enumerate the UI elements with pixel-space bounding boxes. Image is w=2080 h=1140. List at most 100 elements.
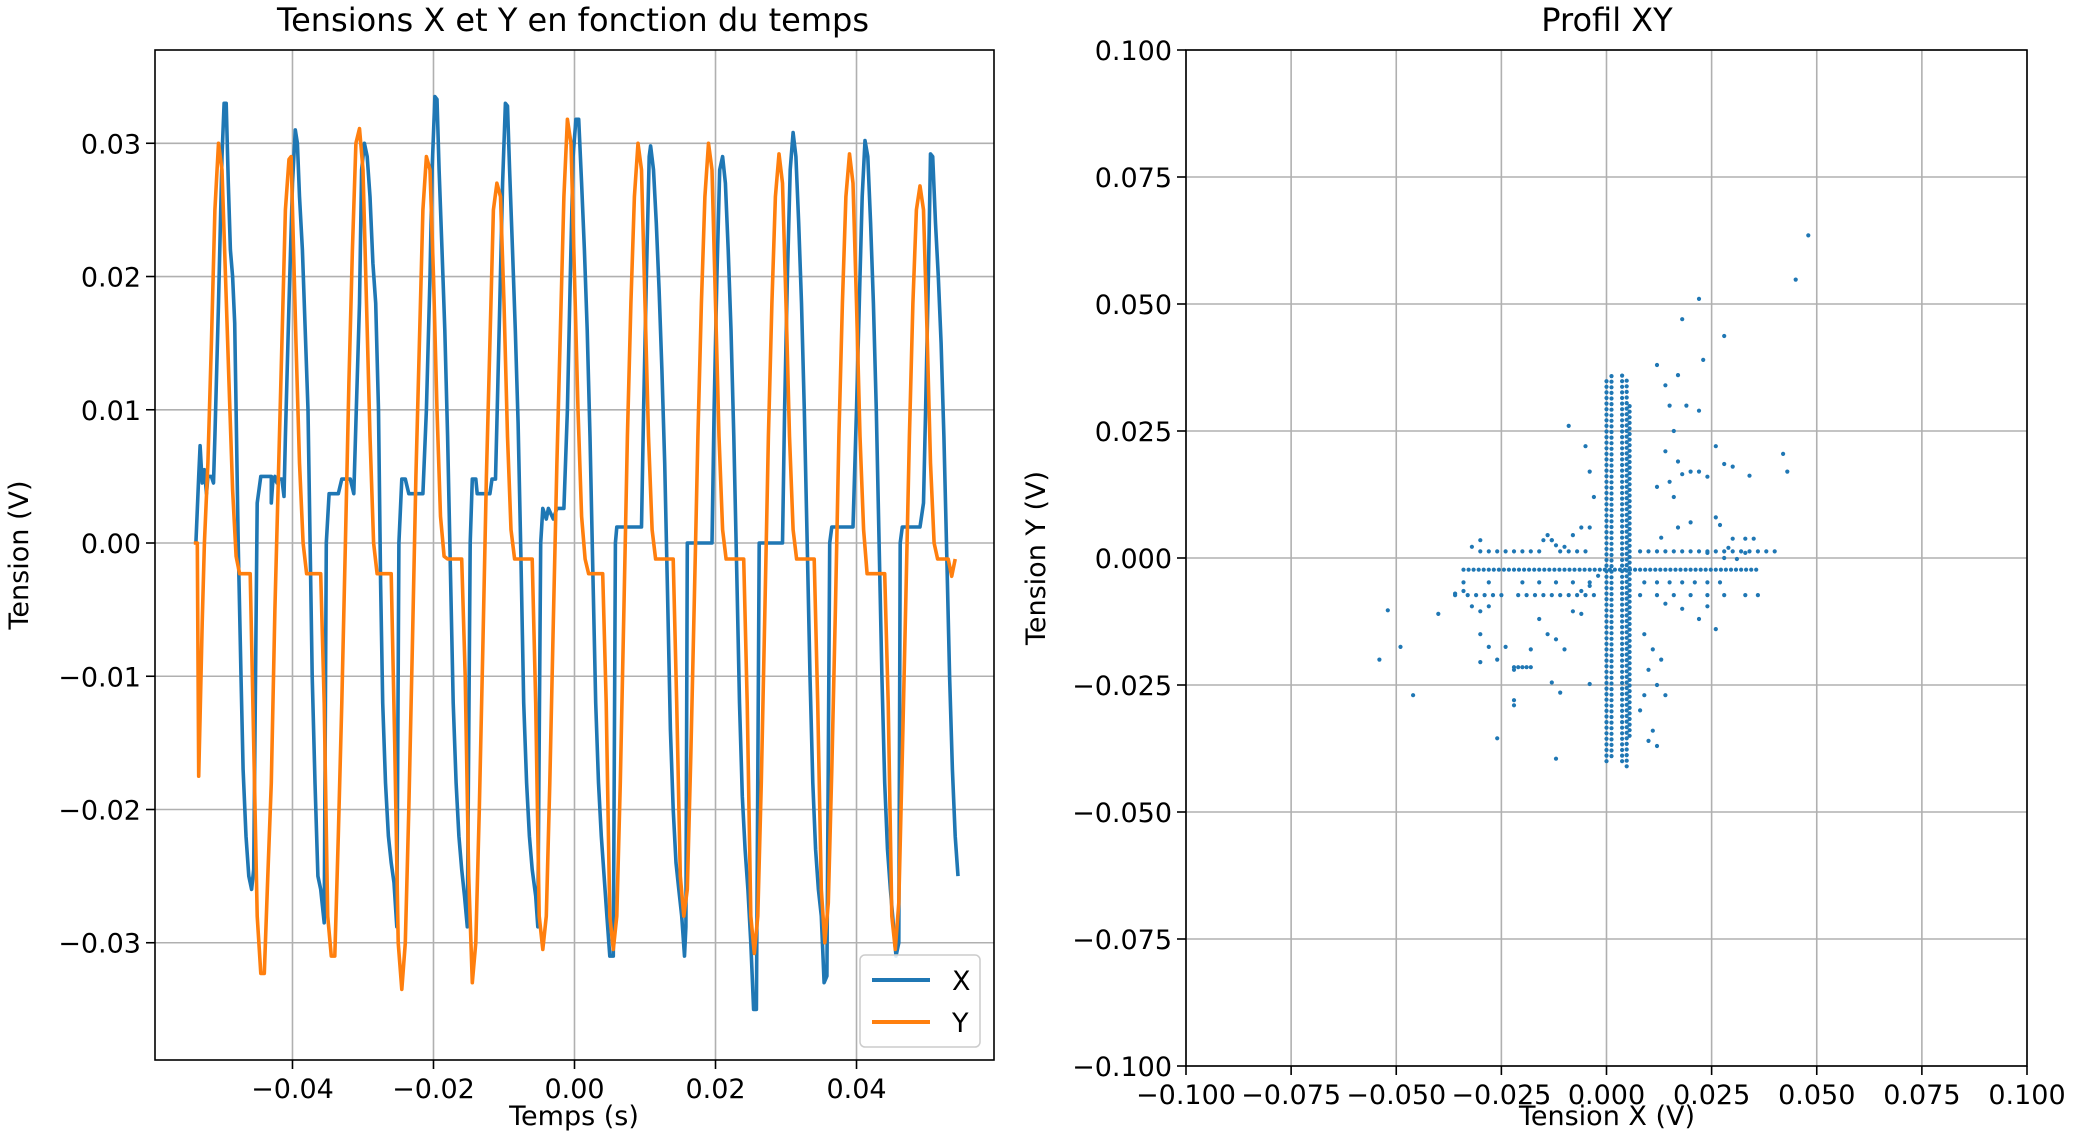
scatter-point [1624,646,1629,652]
scatter-point [1624,624,1629,629]
scatter-point [1511,567,1517,572]
scatter-point [1627,733,1632,738]
scatter-point [1609,681,1614,686]
scatter-point [1587,580,1592,585]
scatter-point [1627,599,1632,604]
scatter-point [1604,535,1609,540]
scatter-point [1680,580,1685,585]
scatter-point [1524,593,1529,598]
legend-label-y: Y [951,1008,969,1039]
scatter-point [1609,547,1614,552]
scatter-point [1668,567,1673,572]
scatter-point [1620,580,1625,585]
scatter-point [1717,580,1723,585]
scatter-point [1377,657,1382,662]
scatter-point [1701,357,1706,362]
time-x-tick-label: −0.04 [251,1074,334,1105]
scatter-point [1680,472,1685,477]
scatter-point [1604,753,1609,758]
scatter-point [1609,625,1614,630]
scatter-point [1624,602,1629,607]
scatter-point [1620,423,1625,428]
scatter-point [1654,484,1660,489]
scatter-point [1739,567,1744,572]
scatter-point [1506,567,1511,572]
scatter-point [1627,616,1632,621]
scatter-point [1609,709,1614,714]
scatter-point [1609,390,1614,395]
scatter-point [1516,593,1521,598]
scatter-point [1675,459,1681,464]
scatter-point [1609,441,1614,446]
scatter-point [1486,644,1491,650]
scatter-point [1499,593,1504,598]
time-y-tick-label: 0.02 [81,263,141,294]
scatter-point [1754,567,1759,572]
scatter-point [1604,541,1609,546]
scatter-point [1624,591,1629,596]
scatter-point [1624,725,1629,730]
scatter-point [1516,665,1521,670]
scatter-point [1587,525,1592,530]
scatter-point [1537,567,1542,572]
scatter-point [1620,390,1625,395]
scatter-point [1495,657,1500,662]
scatter-point [1620,664,1625,669]
scatter-point [1658,567,1663,572]
scatter-point [1583,549,1588,554]
scatter-point [1609,726,1614,731]
scatter-point [1624,546,1629,551]
scatter-point [1747,549,1752,554]
scatter-point [1609,675,1614,681]
scatter-point [1604,613,1609,619]
xy-y-tick-label: 0.075 [1095,163,1172,194]
scatter-point [1627,582,1632,588]
xy-profile-chart: Profil XY −0.100 −0.075 −0.050 −0.025 0.000 0… [1021,1,2066,1132]
scatter-point [1566,423,1571,428]
scatter-point [1654,362,1660,368]
scatter-point [1624,708,1629,713]
scatter-point [1620,697,1625,702]
scatter-point [1620,457,1625,462]
scatter-point [1609,524,1614,530]
scatter-point [1627,499,1632,504]
scatter-point [1627,705,1632,711]
scatter-point [1604,736,1609,741]
scatter-point [1620,418,1625,423]
scatter-point [1604,407,1609,412]
scatter-point [1609,530,1614,535]
scatter-point [1549,538,1554,543]
scatter-point [1620,407,1625,412]
scatter-point [1624,730,1629,735]
scatter-point [1659,535,1664,540]
scatter-point [1604,379,1609,384]
scatter-point [1627,722,1632,727]
scatter-point [1545,533,1550,538]
scatter-point [1627,549,1632,554]
scatter-point [1461,588,1466,594]
xy-x-tick-label: −0.075 [1241,1080,1341,1111]
scatter-point [1627,476,1632,481]
scatter-point [1624,540,1629,545]
scatter-point [1624,557,1629,562]
scatter-point [1570,580,1575,585]
series-line-y [193,117,957,992]
scatter-point [1627,415,1632,420]
scatter-point [1609,642,1614,647]
scatter-point [1566,549,1571,554]
scatter-point [1516,567,1522,572]
scatter-point [1671,428,1676,434]
scatter-point [1609,452,1614,457]
scatter-point [1698,567,1703,572]
scatter-point [1638,708,1643,713]
scatter-point [1620,569,1625,574]
scatter-point [1411,693,1416,698]
scatter-point [1604,435,1609,440]
scatter-point [1624,613,1629,618]
scatter-point [1478,632,1483,637]
scatter-point [1624,563,1629,568]
scatter-point [1604,440,1609,445]
scatter-point [1627,661,1632,666]
scatter-point [1609,385,1614,390]
scatter-point [1703,567,1708,572]
